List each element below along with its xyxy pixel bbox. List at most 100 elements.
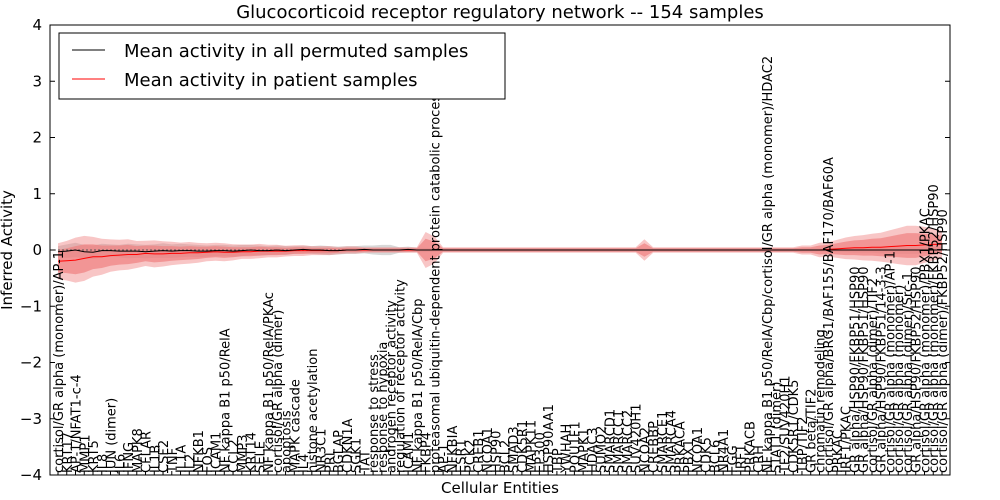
series-line-permuted: [57, 248, 942, 253]
x-tick-label: IL6: [113, 454, 128, 473]
x-tick-label: cortisol/GR alpha (dimer)/TIF2: [866, 278, 881, 473]
legend: Mean activity in all permuted samples Me…: [58, 32, 506, 100]
x-tick-label: SMARCC2: [621, 410, 636, 473]
x-tick-label: CDK5R1/CDK5: [787, 380, 802, 473]
y-tick-label: 0: [32, 241, 42, 259]
legend-label-permuted: Mean activity in all permuted samples: [124, 41, 468, 62]
x-tick-label: SUV420H1: [630, 404, 645, 474]
x-tick-label: FGG: [726, 445, 741, 473]
x-tick-label: SMARCC1: [612, 410, 627, 473]
legend-box: [58, 32, 506, 100]
x-tick-label: NF kappa B1 p50/RelA/PKAc: [262, 292, 277, 473]
legend-label-patient: Mean activity in patient samples: [124, 70, 418, 91]
y-axis: −4 −3 −2 −1 0 1 2 3 4: [20, 16, 950, 484]
plot-area: [50, 225, 950, 283]
x-tick-label: IFNG: [122, 442, 137, 473]
x-tick-label: NR3C1: [315, 429, 330, 473]
x-tick-label: STAT1 (dimer): [770, 382, 785, 473]
x-tick-label: cortisol/GR alpha/BRG1/BAF155/BAF170/BAF…: [822, 157, 837, 473]
x-tick-label: SMARCA4: [665, 410, 680, 473]
x-tick-label: TNF: [166, 448, 181, 474]
x-tick-label: KRT14: [245, 432, 260, 473]
y-tick-label: −4: [20, 466, 42, 484]
x-tick-label: IL2: [183, 454, 198, 473]
x-tick-label: CREB1: [472, 429, 487, 473]
x-tick-label: SGK1: [350, 438, 365, 473]
y-axis-title: Inferred Activity: [0, 190, 16, 310]
x-tick-label: BCL2: [498, 440, 513, 473]
x-tick-label: FOS: [201, 447, 216, 473]
x-tick-label: MMP1: [78, 434, 93, 473]
x-tick-label: NR4A1: [717, 429, 732, 473]
x-tick-label: CDKN1A: [341, 418, 356, 473]
x-tick-label: SMARCD1: [603, 409, 618, 473]
x-tick-label: IL4: [297, 454, 312, 473]
x-tick-label: HDAC3: [586, 427, 601, 473]
x-tick-label: MAPK1: [577, 428, 592, 473]
x-tick-label: PRKACB: [743, 421, 758, 473]
x-tick-label: BCL6: [708, 440, 723, 473]
x-tick-label: PRKAC: [831, 430, 846, 473]
x-tick-label: cortisol/GR alpha (monomer)/PBX1/PKAC: [919, 208, 934, 473]
x-tick-label: NF kappa B1 p50/RelA: [218, 328, 233, 473]
y-tick-label: −1: [20, 297, 42, 315]
x-tick-label: cortisol/GR alpha (dimer): [271, 310, 286, 473]
x-tick-label: CDK5R1: [516, 420, 531, 473]
x-tick-label: AP-1: [437, 444, 452, 473]
x-tick-label: ICAM1: [210, 432, 225, 473]
x-tick-label: histone acetylation: [306, 349, 321, 473]
x-tick-label: ESR1: [455, 439, 470, 473]
x-tick-label: NFKB1: [192, 430, 207, 473]
x-tick-label: PCK2: [463, 439, 478, 473]
x-tick-label: CCL2: [227, 439, 242, 473]
x-tick-label: response to hypoxia: [376, 342, 391, 473]
x-tick-label: apoptosis: [280, 410, 295, 473]
x-tick-label: CFLAR: [140, 431, 155, 473]
x-tick-label: NF kappa B1 p50/RelA/Cbp/cortisol/GR alp…: [761, 56, 776, 473]
x-tick-label: TAT: [358, 450, 373, 474]
x-tick-label: regulation of receptor activity: [393, 279, 408, 473]
x-tick-label: TF2/SUV420H1: [779, 375, 794, 474]
x-tick-label: IRF1/PKAC: [840, 406, 855, 473]
x-tick-label: cortisol/GR alpha (dimer)/Src-1: [901, 272, 916, 473]
x-tick-label: HSP90AA1: [542, 404, 557, 473]
x-tick-label: NCOA1: [481, 427, 496, 473]
x-tick-label: KRT5: [87, 440, 102, 473]
x-tick-label: POU1F1: [568, 421, 583, 473]
y-tick-label: −2: [20, 354, 42, 372]
x-axis-title: Cellular Entities: [441, 479, 559, 497]
x-tick-label: cortisol/GR alpha (monomer): [892, 285, 907, 473]
x-tick-label: NFKBIA: [446, 426, 461, 473]
x-tick-label: cortisol/GR alpha (monomer)/AP-1: [884, 251, 899, 473]
x-tick-label: NF kappa B1 p50/RelA/Cbp: [411, 298, 426, 473]
y-tick-label: −3: [20, 410, 42, 428]
x-tick-label: GR alpha/HSP90/FKBP51/14-3-3: [875, 266, 890, 473]
y-tick-label: 1: [32, 185, 42, 203]
y-tick-label: 2: [32, 129, 42, 147]
x-tick-label: CSF2: [157, 440, 172, 473]
x-tick-label: IL1A: [175, 445, 190, 473]
x-tick-label: chromatin remodeling: [814, 329, 829, 473]
x-tick-label: GR alpha/HSP90/FKBP51/HSP90: [857, 266, 872, 473]
x-tick-label: TBP: [551, 448, 566, 474]
x-tick-label: HSP90: [490, 431, 505, 473]
x-tick-label: IRF1: [735, 444, 750, 473]
x-tick-label: GR alpha/HSP90/FKBP51/HSP90: [849, 266, 864, 473]
x-tick-label: GR beta/TIF2: [805, 389, 820, 473]
x-tick-label: AP-1/NFAT1-c-4: [70, 374, 85, 473]
x-tick-label: IL1B: [148, 445, 163, 473]
x-tick-label: CRH: [752, 445, 767, 473]
x-axis-labels: cortisol/GR alpha (monomer)/AP-1KRT17AP-…: [52, 56, 951, 475]
x-tick-label: CDK5: [700, 437, 715, 473]
x-tick-label: PRL: [323, 448, 338, 473]
x-tick-label: MMP3: [236, 434, 251, 473]
chart-title: Glucocorticoid receptor regulatory netwo…: [236, 2, 764, 23]
x-tick-label: CREBBP: [647, 421, 662, 473]
x-tick-label: GR alpha/HSP90/FKBP52/HSP90: [910, 266, 925, 473]
x-tick-label: MAPK8: [131, 428, 146, 473]
x-tick-label: IL8: [96, 454, 111, 473]
x-tick-label: cortisol/GR alpha (dimer)/FKBP52/HSP90: [936, 209, 951, 473]
x-tick-label: SMARCE1: [656, 411, 671, 473]
x-tick-label: JUN (dimer): [105, 398, 120, 474]
x-tick-label: proteasomal ubiquitin-dependent protein …: [428, 88, 443, 473]
